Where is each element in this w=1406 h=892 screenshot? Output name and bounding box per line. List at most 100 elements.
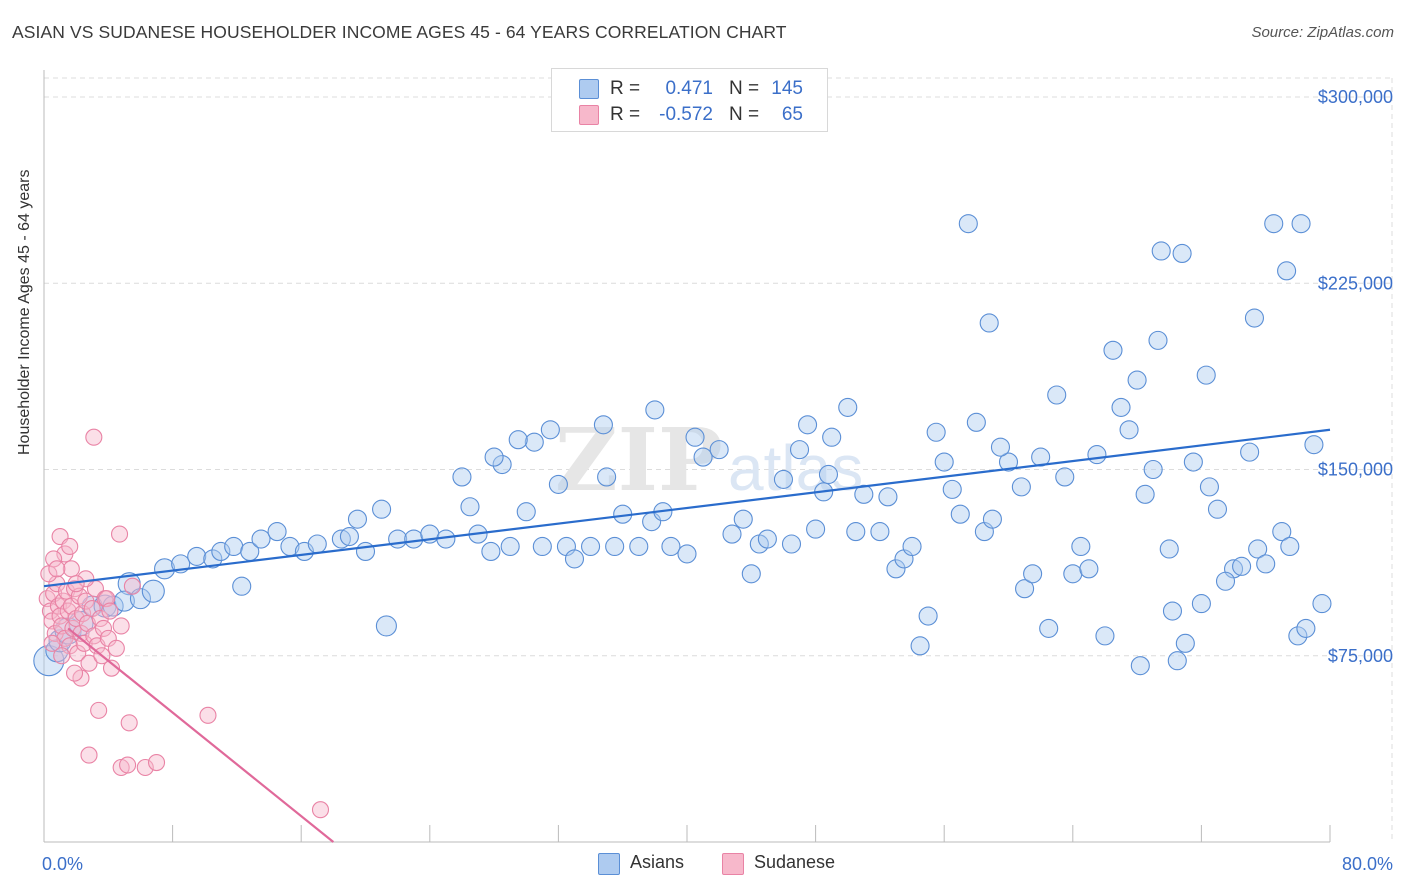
watermark-atlas: atlas bbox=[728, 432, 863, 504]
asian-point bbox=[870, 522, 890, 542]
sudanese-swatch bbox=[722, 853, 744, 875]
asian-point bbox=[709, 440, 729, 460]
correlation-legend: R = 0.471 N = 145 R = -0.572 N = 65 bbox=[551, 68, 828, 132]
chart-title: ASIAN VS SUDANESE HOUSEHOLDER INCOME AGE… bbox=[12, 22, 787, 42]
asian-point bbox=[339, 526, 359, 547]
asians-swatch bbox=[598, 853, 620, 875]
asian-point bbox=[822, 427, 842, 447]
asian-point bbox=[886, 559, 906, 579]
asian-point bbox=[1127, 370, 1147, 390]
asian-point bbox=[331, 529, 351, 549]
asian-point bbox=[998, 452, 1019, 472]
asian-point bbox=[540, 420, 560, 440]
asian-point bbox=[1148, 330, 1168, 350]
asian-point bbox=[1272, 522, 1292, 542]
asian-point bbox=[524, 432, 544, 452]
asian-point bbox=[1015, 579, 1035, 599]
asian-point bbox=[950, 504, 970, 524]
asian-point bbox=[232, 576, 252, 596]
asian-point bbox=[934, 452, 954, 472]
sudanese-point bbox=[61, 537, 79, 556]
sudanese-point bbox=[43, 634, 61, 652]
asian-point bbox=[154, 558, 176, 580]
asian-point bbox=[1196, 365, 1216, 385]
asian-point bbox=[1291, 214, 1311, 234]
asian-point bbox=[757, 529, 777, 549]
asian-point bbox=[597, 467, 617, 487]
asian-point bbox=[645, 400, 665, 420]
asian-point bbox=[979, 313, 999, 333]
asian-point bbox=[846, 522, 866, 542]
asian-point bbox=[942, 479, 962, 499]
asian-point bbox=[854, 484, 874, 504]
sudanese-swatch bbox=[579, 105, 599, 125]
asian-point bbox=[1162, 601, 1183, 621]
asian-point bbox=[1175, 633, 1195, 653]
asian-point bbox=[781, 534, 802, 554]
asian-point bbox=[722, 524, 742, 544]
asian-point bbox=[1304, 435, 1324, 455]
legend-row-asians: R = 0.471 N = 145 bbox=[552, 76, 827, 100]
asian-point bbox=[187, 546, 207, 566]
n-value: 145 bbox=[771, 78, 803, 99]
y-tick-label: $300,000 bbox=[1318, 87, 1393, 107]
asian-trendline bbox=[43, 428, 1331, 588]
asian-point bbox=[251, 529, 271, 549]
asian-point bbox=[347, 509, 368, 529]
sudanese-point bbox=[48, 560, 66, 578]
asian-point bbox=[203, 549, 223, 569]
asian-point bbox=[910, 636, 930, 656]
asian-point bbox=[1111, 397, 1131, 417]
asian-point bbox=[1135, 484, 1155, 504]
asian-point bbox=[141, 579, 165, 603]
asian-point bbox=[1232, 556, 1252, 576]
legend-label-asians: Asians bbox=[630, 852, 685, 872]
asian-point bbox=[404, 529, 424, 549]
sudanese-point bbox=[94, 619, 113, 637]
asian-point bbox=[966, 412, 986, 432]
n-label: N = bbox=[729, 104, 760, 125]
asian-point bbox=[1079, 559, 1099, 579]
x-tick-label-max: 80.0% bbox=[1342, 854, 1393, 874]
asian-point bbox=[1312, 594, 1332, 614]
asian-point bbox=[516, 502, 536, 522]
y-tick-label: $75,000 bbox=[1328, 646, 1393, 666]
asian-point bbox=[355, 541, 376, 562]
sudanese-point bbox=[77, 570, 95, 588]
axes bbox=[43, 70, 1331, 843]
asian-point bbox=[307, 534, 327, 554]
asian-point bbox=[693, 447, 713, 467]
asian-point bbox=[267, 522, 287, 542]
sudanese-point bbox=[136, 758, 154, 777]
asian-point bbox=[1277, 261, 1297, 281]
asian-point bbox=[508, 430, 528, 450]
asian-point bbox=[838, 397, 858, 417]
asian-point bbox=[918, 606, 938, 626]
asian-point bbox=[1288, 626, 1308, 646]
asian-point bbox=[1280, 536, 1300, 557]
sudanese-point bbox=[147, 753, 166, 772]
asian-point bbox=[1167, 651, 1187, 671]
asian-point bbox=[532, 536, 552, 557]
sudanese-point bbox=[80, 654, 98, 672]
y-tick-label: $225,000 bbox=[1318, 273, 1393, 293]
r-label: R = bbox=[610, 104, 641, 125]
r-value: 0.471 bbox=[665, 78, 713, 99]
n-label: N = bbox=[729, 78, 760, 99]
sudanese-point bbox=[123, 577, 141, 595]
asian-point bbox=[1207, 499, 1228, 519]
asian-point bbox=[1119, 420, 1139, 440]
asian-point bbox=[1103, 340, 1123, 360]
asian-point bbox=[1071, 536, 1091, 557]
asian-point bbox=[484, 447, 504, 467]
tick-labels: $75,000 $150,000 $225,000 $300,000 0.0% 80.0% bbox=[42, 87, 1393, 874]
asian-point bbox=[798, 415, 818, 435]
asian-point bbox=[818, 464, 839, 485]
legend-label-sudanese: Sudanese bbox=[754, 852, 836, 872]
sudanese-point bbox=[85, 428, 103, 446]
asian-point bbox=[1159, 539, 1179, 559]
asian-point bbox=[548, 474, 568, 494]
sudanese-point bbox=[65, 664, 84, 682]
asian-point bbox=[492, 454, 512, 475]
